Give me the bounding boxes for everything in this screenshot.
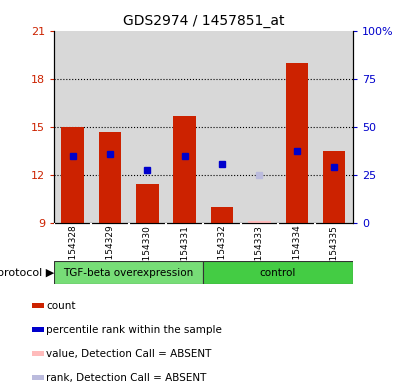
Text: GSM154334: GSM154334 bbox=[292, 225, 301, 280]
Bar bbox=[323, 151, 345, 223]
Text: GSM154330: GSM154330 bbox=[143, 225, 152, 280]
Bar bbox=[248, 221, 271, 223]
Text: count: count bbox=[46, 301, 76, 311]
Text: TGF-beta overexpression: TGF-beta overexpression bbox=[63, 268, 194, 278]
Bar bbox=[54, 261, 203, 284]
Text: percentile rank within the sample: percentile rank within the sample bbox=[46, 324, 222, 334]
Bar bbox=[32, 375, 44, 380]
Text: GSM154333: GSM154333 bbox=[255, 225, 264, 280]
Bar bbox=[241, 31, 278, 223]
Text: GSM154331: GSM154331 bbox=[180, 225, 189, 280]
Bar bbox=[278, 31, 315, 223]
Bar bbox=[61, 127, 84, 223]
Bar bbox=[32, 327, 44, 332]
Bar bbox=[32, 351, 44, 356]
Bar bbox=[203, 31, 241, 223]
Text: GSM154335: GSM154335 bbox=[330, 225, 339, 280]
Text: control: control bbox=[260, 268, 296, 278]
Bar bbox=[129, 31, 166, 223]
Bar bbox=[32, 303, 44, 308]
Text: value, Detection Call = ABSENT: value, Detection Call = ABSENT bbox=[46, 349, 212, 359]
Bar bbox=[315, 31, 353, 223]
Bar bbox=[211, 207, 233, 223]
Bar bbox=[99, 132, 121, 223]
Text: protocol ▶: protocol ▶ bbox=[0, 268, 54, 278]
Text: GSM154328: GSM154328 bbox=[68, 225, 77, 280]
Bar bbox=[286, 63, 308, 223]
Text: rank, Detection Call = ABSENT: rank, Detection Call = ABSENT bbox=[46, 372, 207, 382]
Title: GDS2974 / 1457851_at: GDS2974 / 1457851_at bbox=[122, 14, 284, 28]
Text: GSM154332: GSM154332 bbox=[217, 225, 227, 280]
Bar bbox=[136, 184, 159, 223]
Bar bbox=[91, 31, 129, 223]
Bar bbox=[54, 31, 91, 223]
Bar bbox=[166, 31, 203, 223]
Bar bbox=[173, 116, 196, 223]
Bar bbox=[203, 261, 353, 284]
Text: GSM154329: GSM154329 bbox=[105, 225, 115, 280]
